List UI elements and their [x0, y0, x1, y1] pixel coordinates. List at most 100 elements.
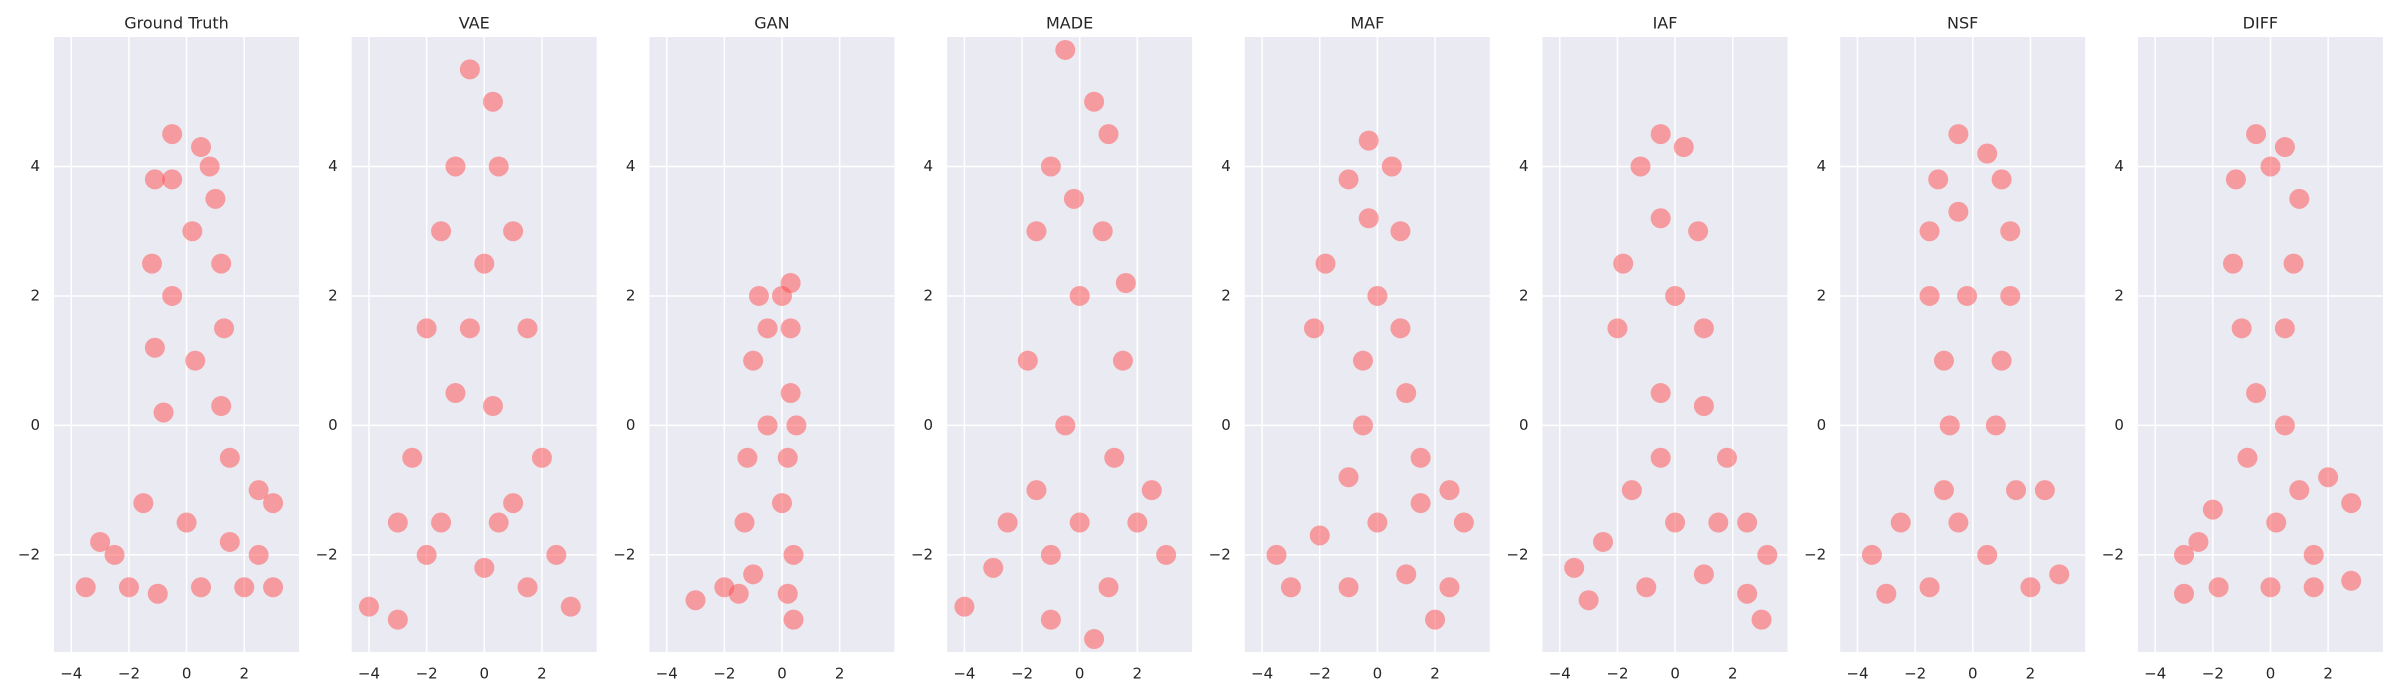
chart-title: NSF: [1947, 14, 1978, 33]
sample-point: [1127, 512, 1148, 533]
panel: −4 −2 0 2 −2 0 2 4 NSF: [1804, 14, 2086, 683]
sample-point: [133, 493, 154, 514]
sample-point: [2246, 383, 2267, 404]
sample-point: [1928, 169, 1949, 190]
sample-point: [488, 512, 509, 533]
y-tick-label: 0: [2114, 416, 2124, 434]
y-tick-label: 4: [1519, 157, 1529, 175]
sample-point: [431, 512, 452, 533]
sample-point: [248, 544, 269, 565]
sample-point: [2260, 156, 2281, 177]
sample-point: [743, 350, 764, 371]
sample-point: [234, 577, 255, 598]
y-tick-label: −2: [613, 545, 635, 563]
sample-point: [1948, 124, 1969, 145]
sample-point: [1338, 169, 1359, 190]
sample-point: [983, 557, 1004, 578]
sample-point: [445, 383, 466, 404]
sample-point: [1367, 512, 1388, 533]
sample-point: [517, 318, 538, 339]
sample-point: [1055, 415, 1076, 436]
sample-point: [1977, 143, 1998, 164]
sample-point: [1939, 415, 1960, 436]
sample-point: [219, 531, 240, 552]
sample-point: [2260, 577, 2281, 598]
x-tick-label: 0: [1968, 665, 1978, 683]
sample-point: [531, 447, 552, 468]
chart-title: MAF: [1350, 14, 1384, 33]
sample-point: [153, 402, 174, 423]
sample-point: [1564, 557, 1585, 578]
x-tick-label: 2: [1430, 665, 1440, 683]
y-tick-label: 2: [30, 286, 40, 304]
sample-point: [2208, 577, 2229, 598]
y-tick-label: −2: [911, 545, 933, 563]
sample-point: [1358, 130, 1379, 151]
x-tick-label: −2: [713, 665, 735, 683]
sample-point: [546, 544, 567, 565]
x-tick-label: 0: [480, 665, 490, 683]
sample-point: [1390, 318, 1411, 339]
sample-point: [387, 609, 408, 630]
sample-point: [2289, 480, 2310, 501]
sample-point: [783, 609, 804, 630]
panel: −4 −2 0 2 −2 0 2 4 MADE: [911, 14, 1193, 683]
x-tick-label: −4: [656, 665, 678, 683]
sample-point: [1933, 480, 1954, 501]
sample-point: [1315, 253, 1336, 274]
sample-point: [214, 318, 235, 339]
sample-point: [1751, 609, 1772, 630]
sample-point: [1919, 285, 1940, 306]
sample-point: [1919, 577, 1940, 598]
sample-point: [2303, 544, 2324, 565]
sample-point: [1650, 447, 1671, 468]
chart-title: MADE: [1046, 14, 1093, 33]
sample-point: [1141, 480, 1162, 501]
x-tick-label: 2: [239, 665, 249, 683]
y-tick-label: 2: [924, 286, 934, 304]
sample-point: [1266, 544, 1287, 565]
x-tick-label: 2: [2323, 665, 2333, 683]
sample-point: [445, 156, 466, 177]
sample-point: [757, 318, 778, 339]
x-tick-label: −4: [1549, 665, 1571, 683]
sample-point: [118, 577, 139, 598]
x-tick-label: −2: [2202, 665, 2224, 683]
y-tick-label: 0: [1817, 416, 1827, 434]
sample-point: [1112, 350, 1133, 371]
sample-point: [1613, 253, 1634, 274]
x-tick-label: −2: [1011, 665, 1033, 683]
sample-point: [2246, 124, 2267, 145]
plot-area: [649, 37, 895, 652]
sample-point: [2020, 577, 2041, 598]
sample-point: [2000, 285, 2021, 306]
sample-point: [1708, 512, 1729, 533]
sample-point: [2188, 531, 2209, 552]
sample-point: [1650, 208, 1671, 229]
sample-point: [162, 285, 183, 306]
y-tick-label: 0: [1221, 416, 1231, 434]
sample-point: [1693, 318, 1714, 339]
sample-point: [728, 583, 749, 604]
sample-point: [1352, 415, 1373, 436]
sample-point: [75, 577, 96, 598]
y-tick-label: 4: [30, 157, 40, 175]
sample-point: [1439, 577, 1460, 598]
y-tick-label: 2: [2114, 286, 2124, 304]
sample-point: [1358, 208, 1379, 229]
sample-point: [1716, 447, 1737, 468]
sample-point: [263, 577, 284, 598]
sample-point: [1890, 512, 1911, 533]
sample-point: [1352, 350, 1373, 371]
sample-point: [1396, 383, 1417, 404]
sample-point: [2266, 512, 2287, 533]
y-tick-label: 4: [1221, 157, 1231, 175]
x-tick-label: −4: [60, 665, 82, 683]
sample-point: [1439, 480, 1460, 501]
sample-point: [777, 583, 798, 604]
sample-point: [147, 583, 168, 604]
chart-title: VAE: [459, 14, 490, 33]
sample-point: [777, 447, 798, 468]
sample-point: [1381, 156, 1402, 177]
sample-point: [1737, 583, 1758, 604]
